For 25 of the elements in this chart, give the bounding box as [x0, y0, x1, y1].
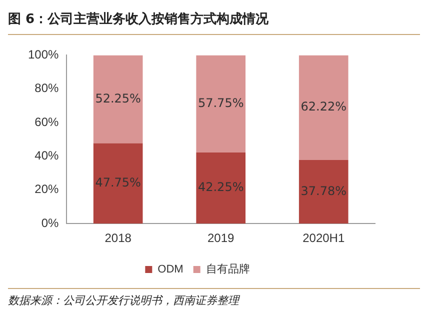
bar [298, 160, 348, 224]
x-tick-label: 2018 [104, 231, 132, 246]
y-tick-label: 60% [34, 114, 60, 129]
y-tick-label: 80% [34, 81, 60, 96]
bar [196, 55, 246, 152]
bar [93, 55, 143, 144]
data-label: 42.25% [198, 180, 244, 194]
data-label: 57.75% [198, 96, 244, 110]
y-tick-label: 20% [34, 182, 60, 196]
bar [196, 152, 246, 224]
x-tick-label: 2020H1 [302, 231, 345, 246]
legend-label: 自有品牌 [206, 264, 250, 276]
bar [298, 55, 348, 160]
bar [93, 143, 143, 224]
data-label: 37.78% [300, 184, 346, 198]
y-tick-label: 0% [41, 216, 60, 230]
y-tick-label: 40% [34, 148, 60, 163]
data-label: 62.22% [300, 100, 346, 114]
x-tick-label: 2019 [207, 231, 235, 246]
data-label: 52.25% [95, 91, 141, 106]
y-tick-label: 100% [28, 48, 60, 62]
source-note: 数据来源：公司公开发行说明书，西南证券整理 [8, 293, 239, 308]
chart-title: 图 6：公司主营业务收入按销售方式构成情况 [8, 10, 269, 28]
data-label: 47.75% [95, 176, 141, 190]
legend-label: ODM [158, 264, 184, 276]
